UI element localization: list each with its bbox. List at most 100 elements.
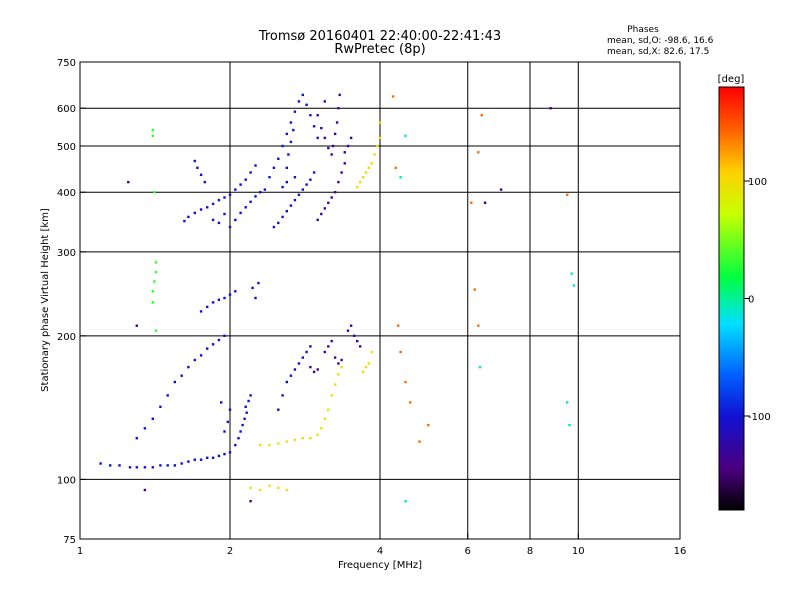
axis-ticks: 1 2 4 6 8 10 16 75 100 200 300 400 500 600 750 [57, 58, 686, 557]
data-point [353, 334, 356, 337]
data-point [316, 433, 319, 436]
data-point [180, 462, 183, 465]
y-tick-label: 100 [57, 475, 76, 486]
data-point [223, 296, 226, 300]
data-point [211, 456, 215, 459]
data-point [151, 128, 154, 132]
y-tick-label: 600 [57, 104, 76, 115]
data-point [570, 272, 573, 275]
data-point [217, 221, 221, 225]
data-point [356, 339, 359, 343]
data-point [211, 202, 215, 206]
data-point [473, 288, 476, 291]
grid-lines [80, 62, 680, 539]
data-point [259, 443, 262, 447]
data-point [154, 270, 158, 274]
data-point [109, 464, 112, 467]
data-point [359, 345, 362, 348]
data-point [333, 132, 337, 136]
data-point [277, 486, 280, 490]
data-point [199, 208, 203, 211]
data-point [239, 183, 242, 186]
data-point [399, 350, 402, 354]
x-tick-label: 10 [572, 546, 585, 557]
x-tick-label: 16 [674, 546, 687, 557]
data-point [312, 370, 316, 374]
data-point [327, 408, 330, 411]
data-point [251, 286, 254, 290]
data-point [223, 430, 226, 433]
data-point [312, 125, 316, 128]
data-point [228, 408, 232, 411]
data-point [173, 464, 176, 467]
data-point [223, 334, 226, 337]
data-point [361, 176, 365, 179]
data-point [183, 219, 186, 223]
data-point [499, 188, 503, 191]
data-point [128, 466, 132, 469]
data-point [199, 458, 203, 461]
y-tick-label: 500 [57, 142, 76, 153]
y-tick-label: 750 [57, 58, 76, 69]
data-point [566, 193, 569, 196]
data-point [323, 136, 326, 140]
data-point [301, 93, 304, 97]
data-point [206, 206, 209, 209]
data-point [367, 166, 371, 169]
data-point [193, 159, 196, 163]
y-tick-label: 75 [63, 535, 76, 546]
data-point [206, 456, 209, 459]
data-point [285, 210, 288, 213]
data-point [418, 440, 421, 443]
data-point [268, 484, 271, 487]
data-point [211, 218, 215, 222]
data-point [331, 144, 335, 148]
data-point [272, 166, 276, 169]
data-point [340, 171, 343, 174]
data-point [228, 193, 232, 196]
data-point [337, 107, 340, 110]
data-point [239, 430, 242, 433]
y-tick-label: 300 [57, 248, 76, 259]
data-point [153, 280, 156, 283]
data-point [478, 365, 482, 369]
data-point [327, 146, 330, 150]
data-point [234, 290, 237, 293]
data-point [330, 196, 333, 199]
data-point [399, 176, 402, 179]
colorbar-label: [deg] [718, 74, 745, 85]
data-point [159, 405, 162, 408]
data-point [217, 338, 221, 342]
data-point [312, 171, 316, 174]
data-point [99, 462, 102, 465]
data-point [404, 380, 407, 384]
data-point [268, 176, 271, 179]
data-point [323, 207, 326, 210]
data-point [135, 437, 138, 440]
data-point [268, 443, 271, 447]
data-point [309, 114, 312, 117]
data-point [249, 394, 252, 397]
data-point [320, 427, 323, 430]
data-point [151, 134, 154, 138]
data-point [327, 345, 330, 348]
data-point [203, 180, 206, 184]
data-point [249, 200, 252, 203]
data-point [289, 374, 293, 377]
colorbar-tick-label: 100 [748, 177, 767, 188]
data-point [241, 423, 244, 427]
y-tick-label: 400 [57, 188, 76, 199]
data-point [151, 466, 154, 469]
data-point [293, 368, 297, 371]
data-point [217, 298, 221, 301]
data-point [333, 356, 337, 359]
data-point [293, 110, 297, 113]
data-point [244, 206, 247, 209]
data-point [477, 151, 480, 154]
data-point [143, 466, 147, 469]
data-point [234, 188, 237, 191]
data-point [254, 164, 257, 167]
data-point [289, 121, 293, 124]
data-point [211, 301, 215, 304]
data-point [239, 211, 242, 215]
